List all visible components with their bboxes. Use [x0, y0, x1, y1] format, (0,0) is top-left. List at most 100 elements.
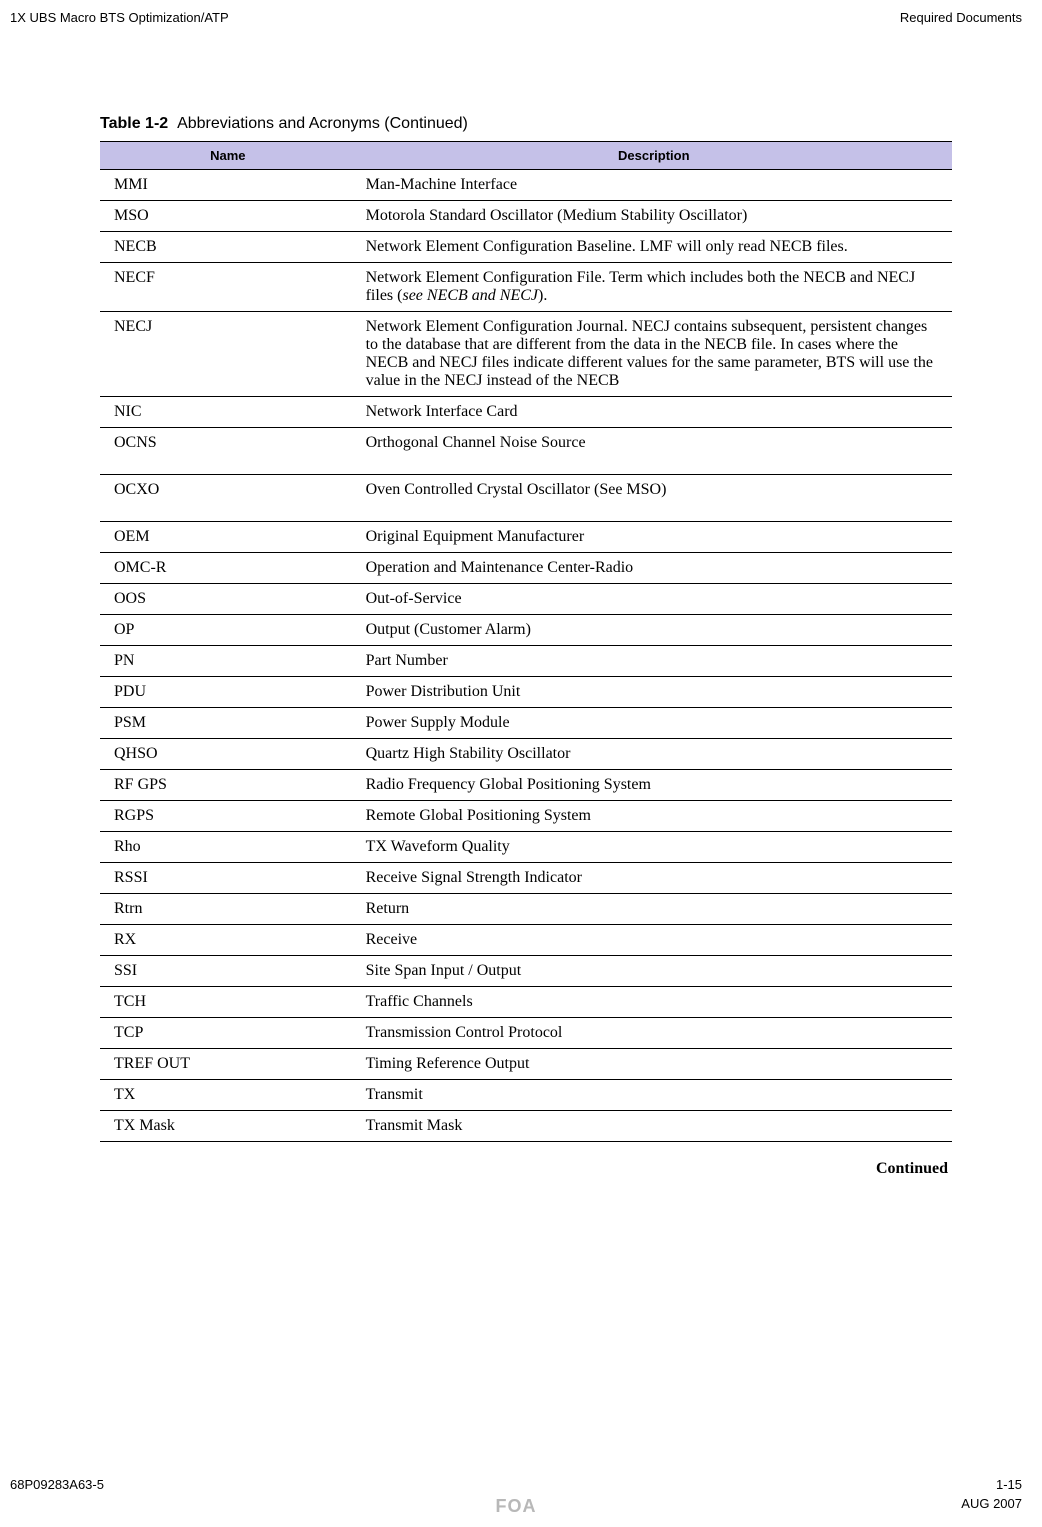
table-row: NICNetwork Interface Card — [100, 397, 952, 428]
cell-name: TX — [100, 1080, 356, 1111]
table-number: Table 1-2 — [100, 115, 168, 132]
table-row: NECBNetwork Element Configuration Baseli… — [100, 232, 952, 263]
footer-date: AUG 2007 — [902, 1496, 1022, 1517]
cell-description: Output (Customer Alarm) — [356, 615, 952, 646]
cell-name: Rho — [100, 832, 356, 863]
cell-description: Power Distribution Unit — [356, 677, 952, 708]
table-row: OEMOriginal Equipment Manufacturer — [100, 522, 952, 553]
cell-name: TX Mask — [100, 1111, 356, 1142]
cell-description: Man-Machine Interface — [356, 170, 952, 201]
abbreviations-table: Name Description MMIMan-Machine Interfac… — [100, 141, 952, 1142]
page-footer: 68P09283A63-5 1-15 FOA AUG 2007 — [0, 1477, 1042, 1517]
cell-name: SSI — [100, 956, 356, 987]
cell-description: TX Waveform Quality — [356, 832, 952, 863]
table-row: SSISite Span Input / Output — [100, 956, 952, 987]
cell-name: QHSO — [100, 739, 356, 770]
cell-description: Remote Global Positioning System — [356, 801, 952, 832]
cell-name: OCXO — [100, 475, 356, 522]
table-row: PSMPower Supply Module — [100, 708, 952, 739]
table-row: RtrnReturn — [100, 894, 952, 925]
cell-name: NECF — [100, 263, 356, 312]
table-caption: Table 1-2 Abbreviations and Acronyms (Co… — [100, 115, 952, 133]
table-row: RXReceive — [100, 925, 952, 956]
page-content: Table 1-2 Abbreviations and Acronyms (Co… — [0, 25, 1042, 1178]
cell-name: NECB — [100, 232, 356, 263]
cell-name: OEM — [100, 522, 356, 553]
cell-name: TCP — [100, 1018, 356, 1049]
cell-description: Network Element Configuration File. Term… — [356, 263, 952, 312]
cell-description: Receive Signal Strength Indicator — [356, 863, 952, 894]
footer-bottom-row: FOA AUG 2007 — [10, 1496, 1022, 1517]
table-row: TX MaskTransmit Mask — [100, 1111, 952, 1142]
cell-name: OP — [100, 615, 356, 646]
cell-name: RGPS — [100, 801, 356, 832]
cell-description: Radio Frequency Global Positioning Syste… — [356, 770, 952, 801]
header-left: 1X UBS Macro BTS Optimization/ATP — [10, 10, 229, 25]
table-row: PNPart Number — [100, 646, 952, 677]
table-row: OCNSOrthogonal Channel Noise Source — [100, 428, 952, 475]
doc-number: 68P09283A63-5 — [10, 1477, 104, 1492]
table-row: RSSIReceive Signal Strength Indicator — [100, 863, 952, 894]
cell-description: Original Equipment Manufacturer — [356, 522, 952, 553]
page-header: 1X UBS Macro BTS Optimization/ATP Requir… — [0, 0, 1042, 25]
cell-description: Timing Reference Output — [356, 1049, 952, 1080]
cell-name: PSM — [100, 708, 356, 739]
table-row: TCHTraffic Channels — [100, 987, 952, 1018]
cell-description: Site Span Input / Output — [356, 956, 952, 987]
cell-name: OCNS — [100, 428, 356, 475]
table-row: OMC-ROperation and Maintenance Center-Ra… — [100, 553, 952, 584]
footer-spacer — [10, 1496, 130, 1517]
table-row: PDUPower Distribution Unit — [100, 677, 952, 708]
cell-description: Return — [356, 894, 952, 925]
table-row: NECJNetwork Element Configuration Journa… — [100, 312, 952, 397]
header-right: Required Documents — [900, 10, 1022, 25]
cell-description: Receive — [356, 925, 952, 956]
cell-name: NIC — [100, 397, 356, 428]
table-row: QHSOQuartz High Stability Oscillator — [100, 739, 952, 770]
cell-name: Rtrn — [100, 894, 356, 925]
cell-name: OOS — [100, 584, 356, 615]
cell-description: Traffic Channels — [356, 987, 952, 1018]
cell-description: Orthogonal Channel Noise Source — [356, 428, 952, 475]
table-row: TCPTransmission Control Protocol — [100, 1018, 952, 1049]
table-row: RGPSRemote Global Positioning System — [100, 801, 952, 832]
table-row: TREF OUTTiming Reference Output — [100, 1049, 952, 1080]
cell-description: Transmit Mask — [356, 1111, 952, 1142]
column-header-description: Description — [356, 142, 952, 170]
table-row: MMIMan-Machine Interface — [100, 170, 952, 201]
cell-description: Transmit — [356, 1080, 952, 1111]
column-header-name: Name — [100, 142, 356, 170]
cell-name: MSO — [100, 201, 356, 232]
table-row: OOSOut-of-Service — [100, 584, 952, 615]
italic-text: see NECB and NECJ — [402, 287, 538, 304]
table-row: RF GPSRadio Frequency Global Positioning… — [100, 770, 952, 801]
cell-name: NECJ — [100, 312, 356, 397]
cell-name: TREF OUT — [100, 1049, 356, 1080]
foa-label: FOA — [130, 1496, 902, 1517]
table-row: OPOutput (Customer Alarm) — [100, 615, 952, 646]
table-header-row: Name Description — [100, 142, 952, 170]
table-row: RhoTX Waveform Quality — [100, 832, 952, 863]
table-row: TXTransmit — [100, 1080, 952, 1111]
table-row: NECFNetwork Element Configuration File. … — [100, 263, 952, 312]
cell-description: Power Supply Module — [356, 708, 952, 739]
cell-name: PDU — [100, 677, 356, 708]
cell-description: Quartz High Stability Oscillator — [356, 739, 952, 770]
cell-name: RSSI — [100, 863, 356, 894]
table-title-text: Abbreviations and Acronyms (Continued) — [177, 115, 468, 132]
cell-name: MMI — [100, 170, 356, 201]
cell-description: Transmission Control Protocol — [356, 1018, 952, 1049]
cell-name: PN — [100, 646, 356, 677]
cell-description: Operation and Maintenance Center-Radio — [356, 553, 952, 584]
cell-description: Network Element Configuration Baseline. … — [356, 232, 952, 263]
cell-description: Network Interface Card — [356, 397, 952, 428]
table-row: MSOMotorola Standard Oscillator (Medium … — [100, 201, 952, 232]
cell-name: RX — [100, 925, 356, 956]
continued-label: Continued — [100, 1160, 952, 1178]
cell-description: Part Number — [356, 646, 952, 677]
cell-name: RF GPS — [100, 770, 356, 801]
cell-description: Motorola Standard Oscillator (Medium Sta… — [356, 201, 952, 232]
table-row: OCXOOven Controlled Crystal Oscillator (… — [100, 475, 952, 522]
cell-name: OMC-R — [100, 553, 356, 584]
cell-description: Oven Controlled Crystal Oscillator (See … — [356, 475, 952, 522]
